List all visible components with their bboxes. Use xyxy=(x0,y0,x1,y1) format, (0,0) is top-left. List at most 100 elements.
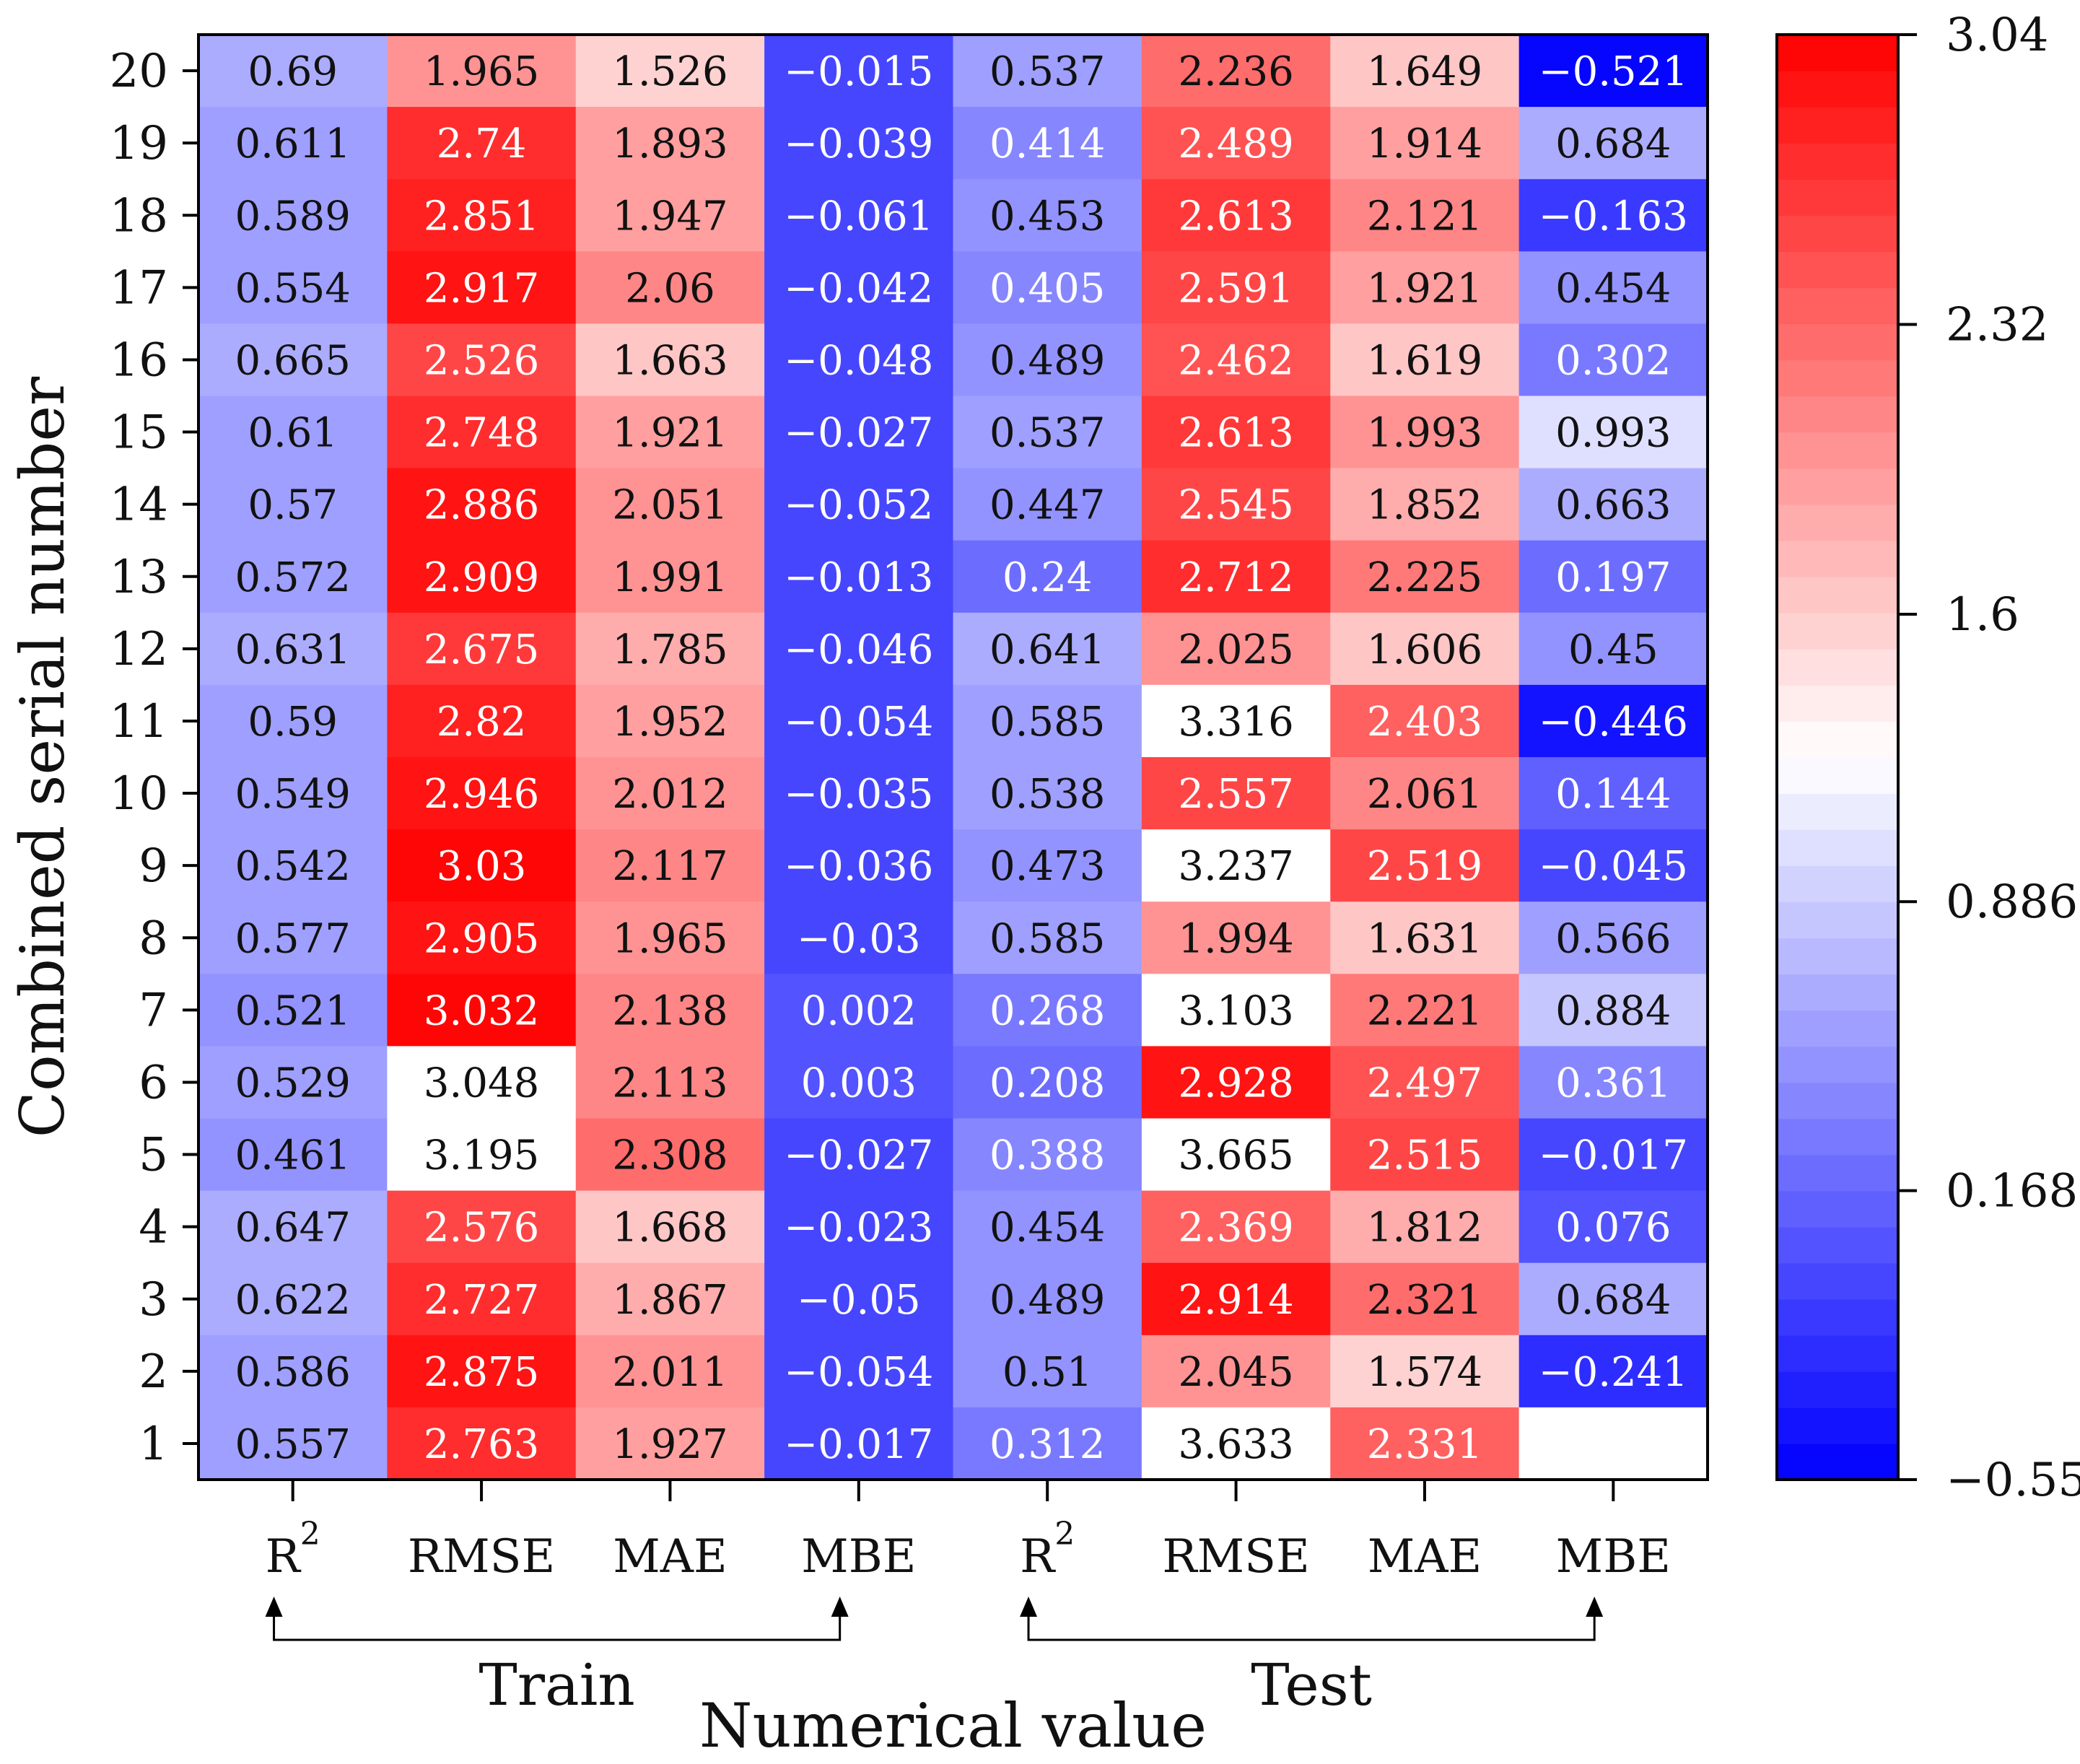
heatmap-cell xyxy=(387,757,577,830)
cell-value-label: 2.497 xyxy=(1367,1060,1482,1106)
cell-value-label: 0.454 xyxy=(989,1205,1105,1252)
x-axis-title: Numerical value xyxy=(699,1690,1207,1761)
heatmap-cell xyxy=(575,1046,765,1119)
heatmap-cell xyxy=(1141,829,1331,902)
cell-value-label: 0.489 xyxy=(989,1277,1105,1324)
colorbar-segment xyxy=(1777,1407,1898,1444)
heatmap-cell xyxy=(764,1190,954,1264)
cell-value-label: 0.557 xyxy=(235,1421,351,1468)
heatmap-cell xyxy=(387,612,577,686)
cell-value-label: −0.446 xyxy=(1539,699,1688,746)
heatmap-cell xyxy=(1330,1046,1520,1119)
cell-value-label: 2.909 xyxy=(424,554,539,601)
heatmap-cell xyxy=(1519,974,1708,1047)
colorbar-segment xyxy=(1777,576,1898,614)
heatmap-cell xyxy=(953,468,1142,541)
cell-value-label: 1.994 xyxy=(1178,915,1293,962)
heatmap-cell xyxy=(764,251,954,324)
plot-frame xyxy=(197,33,1709,1481)
colorbar-segment xyxy=(1777,432,1898,469)
heatmap-cell xyxy=(764,323,954,397)
heatmap-cell xyxy=(198,974,388,1047)
cell-value-label: 1.993 xyxy=(1367,410,1482,457)
heatmap-cell xyxy=(764,468,954,541)
heatmap-cell xyxy=(764,107,954,180)
cell-value-label: 2.06 xyxy=(625,265,715,312)
heatmap-cell xyxy=(1141,1407,1331,1480)
cell-value-label: 0.585 xyxy=(989,699,1105,746)
heatmap-cell xyxy=(575,323,765,397)
cell-value-label: 3.316 xyxy=(1178,699,1293,746)
cell-value-label: 2.045 xyxy=(1178,1349,1293,1396)
colorbar: 3.04 2.32 1.6 0.886 0.168 −0.55 xyxy=(1775,9,2080,1507)
colorbar-segment xyxy=(1777,359,1898,397)
heatmap-cell xyxy=(1330,107,1520,180)
colorbar-tick-label: 2.32 xyxy=(1946,299,2049,352)
cell-value-label: −0.013 xyxy=(784,554,933,601)
group-label: Test xyxy=(1251,1651,1372,1719)
cell-value-label: 1.952 xyxy=(612,699,727,746)
heatmap-cell xyxy=(387,1262,577,1336)
heatmap-cell xyxy=(1519,540,1708,614)
heatmap-cell xyxy=(387,829,577,902)
cell-value-label: 0.69 xyxy=(248,48,338,95)
cell-value-label: 3.03 xyxy=(437,843,527,890)
cell-value-label: 2.331 xyxy=(1367,1421,1482,1468)
cell-value-label: 2.519 xyxy=(1367,843,1482,890)
cell-value-label: 1.631 xyxy=(1367,915,1482,962)
group-bracket-arrowhead xyxy=(1020,1597,1038,1617)
heatmap-cell xyxy=(764,1118,954,1192)
cell-value-label: 0.461 xyxy=(235,1132,351,1179)
heatmap-cell xyxy=(575,1118,765,1192)
colorbar-segment xyxy=(1777,901,1898,939)
heatmap-cell xyxy=(953,540,1142,614)
cell-value-label: 0.24 xyxy=(1002,554,1093,601)
colorbar-segment xyxy=(1777,1190,1898,1228)
heatmap-cell xyxy=(575,107,765,180)
cell-value-label: −0.054 xyxy=(784,699,933,746)
heatmap-cell xyxy=(387,1118,577,1192)
group-bracket-line xyxy=(273,1611,842,1641)
heatmap-cell xyxy=(764,974,954,1047)
heatmap-cell xyxy=(1330,1118,1520,1192)
cell-value-label: 0.611 xyxy=(235,121,351,167)
heatmap-cell xyxy=(198,179,388,252)
heatmap-cell xyxy=(764,1335,954,1408)
heatmap-cell xyxy=(1330,829,1520,902)
cell-value-label: 3.048 xyxy=(424,1060,539,1106)
cell-value-label: −0.027 xyxy=(784,1132,933,1179)
heatmap-cell xyxy=(1141,612,1331,686)
x-tick-label: RMSE xyxy=(408,1530,555,1584)
x-tick-label: R2 xyxy=(266,1516,320,1584)
cell-value-label: 0.268 xyxy=(989,987,1105,1034)
heatmap-cell xyxy=(1141,757,1331,830)
y-tick-label: 13 xyxy=(110,551,168,604)
cell-value-label: 1.927 xyxy=(612,1421,727,1468)
heatmap-cell xyxy=(387,179,577,252)
cell-value-label: −0.017 xyxy=(784,1421,933,1468)
cell-value-label: 0.57 xyxy=(248,482,338,529)
cell-value-label: −0.023 xyxy=(784,1205,933,1252)
cell-value-label: 1.921 xyxy=(612,410,727,457)
heatmap-cell xyxy=(1519,1046,1708,1119)
heatmap-cell xyxy=(1141,323,1331,397)
heatmap-cell xyxy=(387,35,577,108)
cell-value-label: 2.875 xyxy=(424,1349,539,1396)
y-tick-label: 2 xyxy=(139,1345,168,1399)
heatmap-cell xyxy=(953,251,1142,324)
cell-value-label: 0.61 xyxy=(248,410,338,457)
cell-value-label: 2.576 xyxy=(424,1205,539,1252)
colorbar-segment xyxy=(1777,1010,1898,1047)
heatmap-cell xyxy=(1519,468,1708,541)
cell-value-label: 0.414 xyxy=(989,121,1105,167)
y-tick-label: 15 xyxy=(110,406,168,460)
colorbar-segment xyxy=(1777,684,1898,722)
cell-value-label: 2.763 xyxy=(424,1421,539,1468)
colorbar-segment xyxy=(1777,71,1898,108)
cell-value-label: 3.195 xyxy=(424,1132,539,1179)
y-tick-label: 16 xyxy=(110,333,168,387)
heatmap-cell xyxy=(953,901,1142,974)
colorbar-segment xyxy=(1777,1298,1898,1336)
heatmap-cell xyxy=(1141,251,1331,324)
